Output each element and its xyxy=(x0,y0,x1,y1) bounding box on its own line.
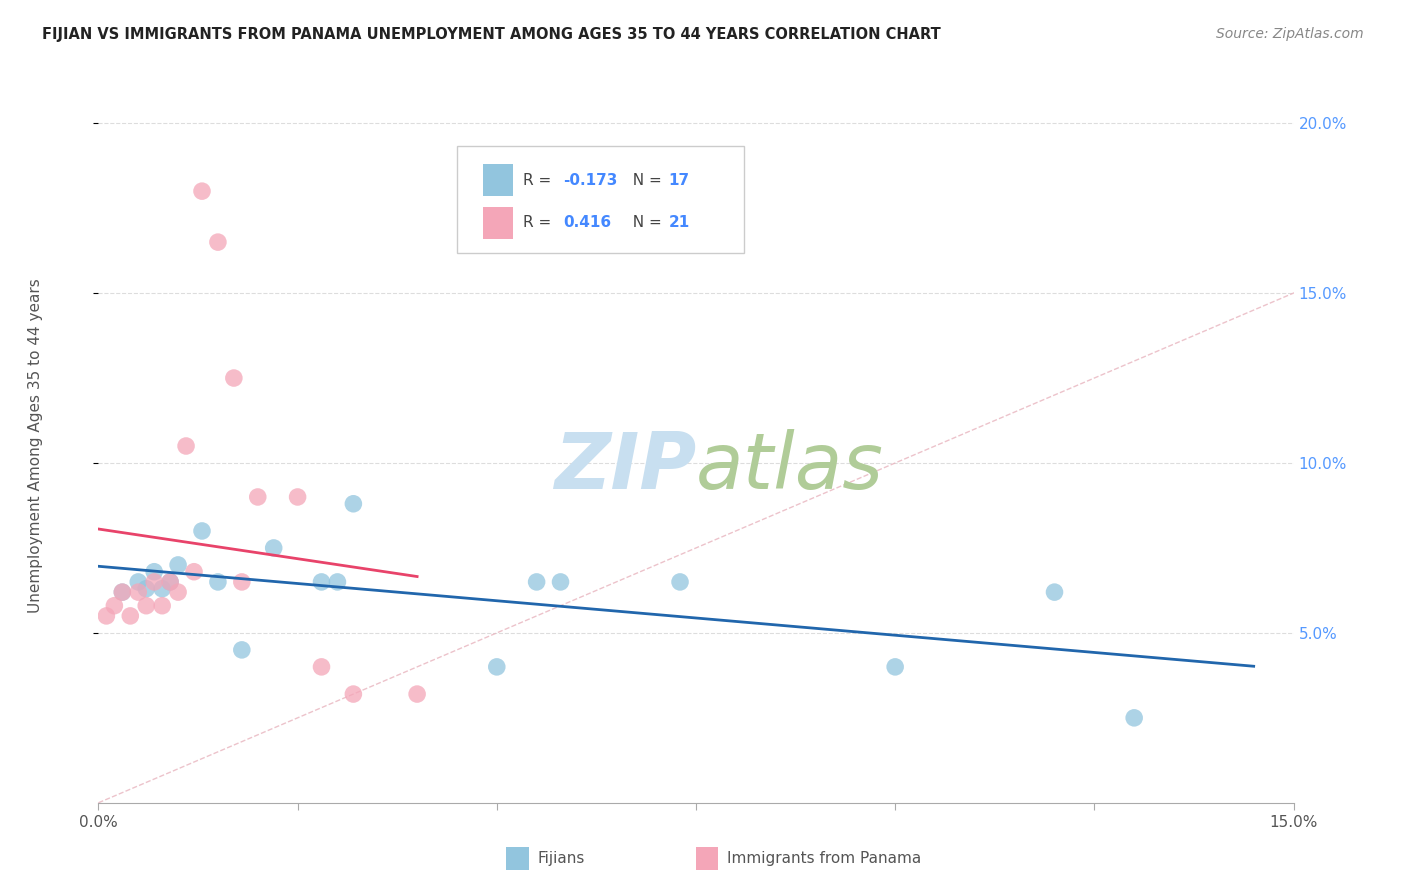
Text: R =: R = xyxy=(523,173,555,187)
Point xyxy=(406,687,429,701)
Point xyxy=(127,585,149,599)
Point xyxy=(135,599,157,613)
Point xyxy=(246,490,269,504)
Point xyxy=(884,660,907,674)
Text: R =: R = xyxy=(523,216,555,230)
FancyBboxPatch shape xyxy=(457,146,744,253)
FancyBboxPatch shape xyxy=(484,164,513,196)
Point xyxy=(207,574,229,589)
Point xyxy=(669,574,692,589)
Point xyxy=(111,585,134,599)
Point xyxy=(96,608,118,623)
Text: 21: 21 xyxy=(668,216,690,230)
Point xyxy=(263,541,285,555)
Point xyxy=(183,565,205,579)
Text: 17: 17 xyxy=(668,173,689,187)
Text: N =: N = xyxy=(623,173,666,187)
Text: FIJIAN VS IMMIGRANTS FROM PANAMA UNEMPLOYMENT AMONG AGES 35 TO 44 YEARS CORRELAT: FIJIAN VS IMMIGRANTS FROM PANAMA UNEMPLO… xyxy=(42,27,941,42)
Point xyxy=(287,490,309,504)
Point xyxy=(167,558,190,572)
Point xyxy=(550,574,572,589)
Point xyxy=(143,565,166,579)
Text: Source: ZipAtlas.com: Source: ZipAtlas.com xyxy=(1216,27,1364,41)
Point xyxy=(342,687,364,701)
Text: N =: N = xyxy=(623,216,666,230)
Point xyxy=(311,660,333,674)
Point xyxy=(1043,585,1066,599)
Point xyxy=(159,574,181,589)
Point xyxy=(311,574,333,589)
Point xyxy=(174,439,197,453)
Text: ZIP: ZIP xyxy=(554,429,696,506)
Text: Unemployment Among Ages 35 to 44 years: Unemployment Among Ages 35 to 44 years xyxy=(28,278,42,614)
Point xyxy=(231,643,253,657)
Point xyxy=(326,574,349,589)
Text: -0.173: -0.173 xyxy=(564,173,617,187)
Text: Immigrants from Panama: Immigrants from Panama xyxy=(727,851,921,865)
Text: atlas: atlas xyxy=(696,429,884,506)
Point xyxy=(222,371,245,385)
Point xyxy=(485,660,508,674)
Point xyxy=(150,582,173,596)
Point xyxy=(127,574,149,589)
Point xyxy=(207,235,229,249)
Point xyxy=(167,585,190,599)
Text: Fijians: Fijians xyxy=(537,851,585,865)
FancyBboxPatch shape xyxy=(484,207,513,239)
Point xyxy=(111,585,134,599)
Point xyxy=(342,497,364,511)
Point xyxy=(191,524,214,538)
Point xyxy=(526,574,548,589)
Point xyxy=(1123,711,1146,725)
Point xyxy=(159,574,181,589)
Point xyxy=(103,599,125,613)
Text: 0.416: 0.416 xyxy=(564,216,612,230)
Point xyxy=(191,184,214,198)
Point xyxy=(135,582,157,596)
Point xyxy=(143,574,166,589)
Point xyxy=(120,608,142,623)
Point xyxy=(150,599,173,613)
Point xyxy=(231,574,253,589)
